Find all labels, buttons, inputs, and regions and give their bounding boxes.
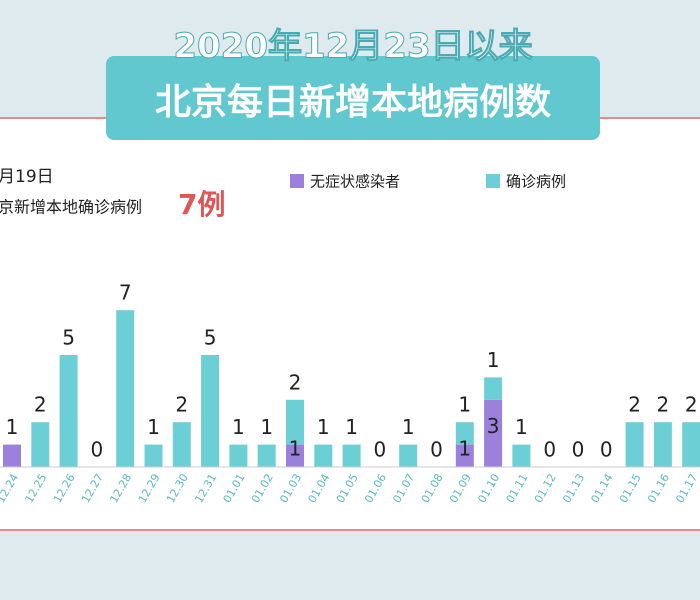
bar: [286, 444, 304, 467]
value-label: 2: [175, 393, 188, 417]
value-label: 0: [543, 438, 556, 462]
value-label: 1: [260, 415, 273, 439]
value-label: 2: [685, 393, 698, 417]
value-label: 1: [402, 415, 415, 439]
bar: [682, 422, 700, 467]
bar: [201, 355, 220, 467]
value-label: 1: [458, 436, 471, 460]
bar: [512, 444, 531, 467]
value-label: 1: [487, 348, 500, 372]
bar: [31, 422, 50, 467]
chart-title: 2020年12月23日以来: [173, 27, 532, 67]
bar: [399, 444, 418, 467]
bar: [314, 444, 333, 467]
value-label: 5: [204, 326, 217, 350]
value-label: 1: [515, 415, 528, 439]
bar: [59, 355, 78, 467]
legend-label: 确诊病例: [506, 173, 566, 191]
bar: [455, 444, 474, 467]
bar: [342, 444, 361, 467]
bar: [116, 310, 135, 467]
value-label: 5: [62, 326, 75, 350]
value-label: 0: [600, 438, 613, 462]
legend-swatch: [486, 174, 500, 188]
bar: [653, 422, 672, 467]
value-label: 2: [34, 393, 47, 417]
bar: [455, 422, 474, 445]
value-label: 7: [119, 281, 132, 305]
value-label: 1: [147, 415, 160, 439]
legend-label: 无症状感染者: [310, 173, 400, 191]
value-label: 1: [317, 415, 330, 439]
title-box: [106, 56, 600, 140]
legend-swatch: [290, 174, 304, 188]
value-label: 1: [345, 415, 358, 439]
value-label: 3: [487, 414, 500, 438]
value-label: 0: [572, 438, 585, 462]
value-label: 1: [458, 393, 471, 417]
bar: [229, 444, 248, 467]
bar: [484, 377, 503, 400]
value-label: 0: [374, 438, 387, 462]
bar: [625, 422, 644, 467]
bar: [172, 422, 191, 467]
bar: [3, 444, 21, 467]
bar: [144, 444, 163, 467]
chart-subtitle: 北京每日新增本地病例数: [155, 81, 551, 123]
value-label: 0: [91, 438, 104, 462]
bar: [484, 399, 503, 467]
value-label: 2: [289, 370, 302, 394]
note-text: 京新增本地确诊病例: [0, 198, 142, 217]
bar: [257, 444, 276, 467]
value-label: 1: [289, 436, 302, 460]
value-label: 0: [430, 438, 443, 462]
value-label: 2: [657, 393, 670, 417]
value-label: 2: [628, 393, 641, 417]
note-date: 月19日: [0, 167, 54, 187]
value-label: 1: [232, 415, 245, 439]
note-highlight: 7例: [178, 188, 225, 221]
value-label: 1: [6, 415, 19, 439]
bar: [286, 399, 304, 445]
